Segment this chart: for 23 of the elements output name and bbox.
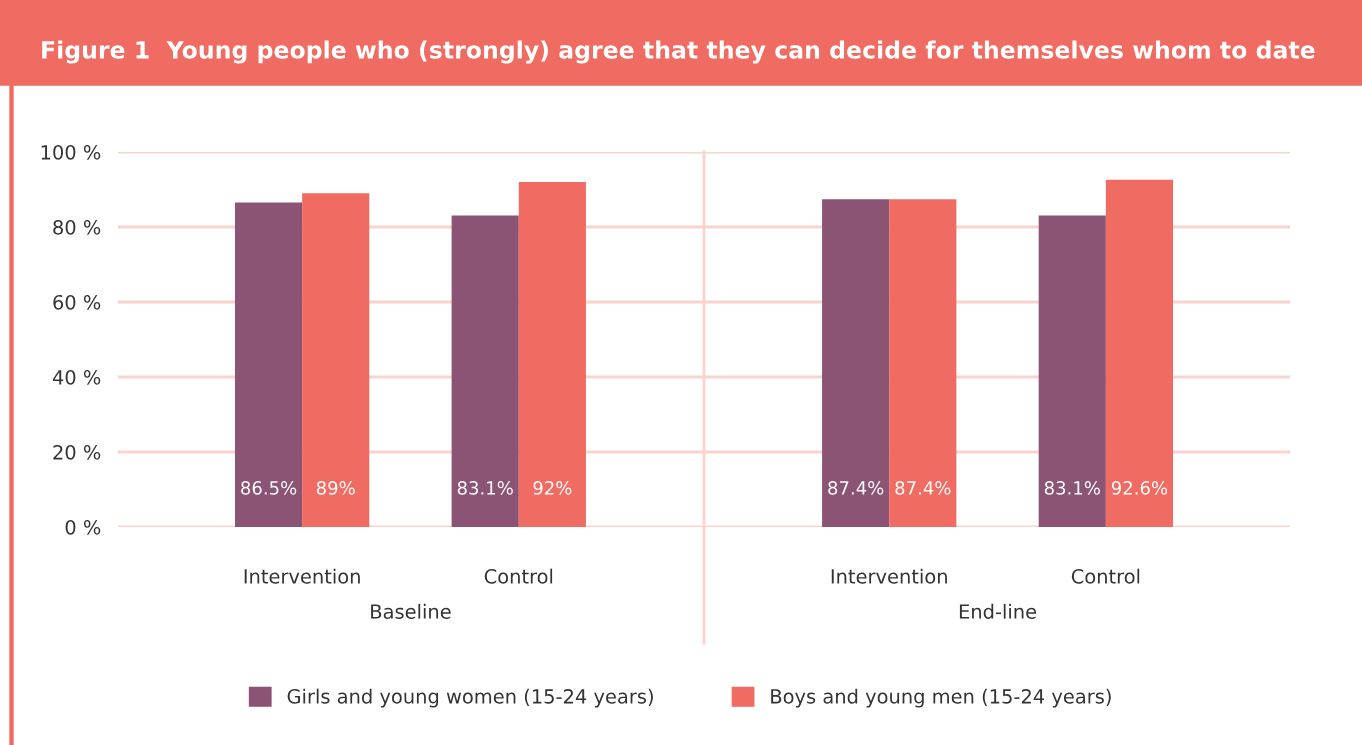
- legend-label: Girls and young women (15-24 years): [287, 688, 653, 708]
- x-tick-label: Intervention: [831, 568, 947, 584]
- data-label: 92%: [533, 481, 572, 495]
- x-tick-label: Control: [1071, 568, 1140, 584]
- y-tick-label: 0 %: [65, 519, 101, 535]
- data-label: 89%: [316, 481, 355, 495]
- x-tick-label: Control: [484, 568, 553, 584]
- data-label: 83.1%: [457, 481, 513, 495]
- y-tick-label: 60 %: [53, 294, 101, 310]
- y-tick-label: 100 %: [41, 144, 101, 160]
- y-tick-label: 40 %: [52, 369, 101, 385]
- x-tick-label: Intervention: [244, 568, 360, 584]
- text: Baseline: [371, 603, 451, 619]
- legend-label: Boys and young men (15-24 years): [771, 688, 1111, 708]
- data-label: 87.4%: [895, 481, 951, 495]
- data-label: 83.1%: [1044, 481, 1100, 495]
- data-label: 86.5%: [241, 481, 297, 495]
- data-label: 87.4%: [828, 481, 884, 495]
- chart-title: Figure 1 Young people who (strongly) agree that they can decide for themselves whom to date: [42, 40, 1315, 64]
- y-tick-label: 80 %: [53, 219, 101, 235]
- text: End-line: [959, 603, 1037, 619]
- data-label: 92.6%: [1111, 481, 1168, 495]
- y-tick-label: 20 %: [53, 444, 101, 460]
